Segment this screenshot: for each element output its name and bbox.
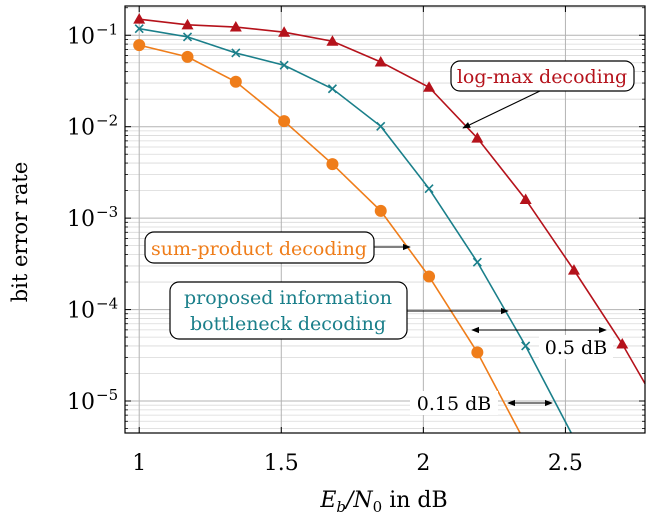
logmax-label: log-max decoding: [457, 66, 627, 88]
gap-small-label-bg: [410, 391, 498, 415]
x-axis-label-b: b: [336, 498, 346, 516]
marker-ib: [279, 60, 289, 70]
ticks: [125, 6, 645, 433]
series-layer: [133, 13, 646, 434]
x-tick-labels: 1 1.5 2 2.5: [132, 451, 583, 476]
plot-frame: [124, 5, 646, 434]
x-axis-label-unit: in dB: [382, 488, 447, 513]
series-sp: [133, 39, 521, 434]
y-tick-label: 10−2: [67, 112, 118, 141]
sp-label: sum-product decoding: [151, 238, 367, 260]
marker-logmax: [374, 55, 387, 67]
x-axis-label: Eb/N0 in dB: [319, 488, 447, 516]
marker-logmax: [471, 132, 484, 143]
marker-logmax: [133, 13, 146, 24]
ib-label-line1: proposed information: [184, 287, 392, 309]
marker-logmax: [181, 18, 194, 30]
marker-logmax: [326, 35, 339, 46]
y-tick-label: 10−1: [67, 20, 118, 49]
series-ib: [134, 24, 572, 434]
x-tick-label: 2.5: [548, 451, 583, 476]
ib-label-line2: bottleneck decoding: [190, 313, 386, 335]
marker-ib: [182, 32, 193, 42]
marker-logmax: [519, 193, 532, 204]
logmax-label-box: [450, 60, 635, 92]
x-axis-label-n: /N: [344, 488, 373, 513]
marker-sp: [133, 39, 146, 52]
marker-logmax: [567, 264, 580, 275]
y-tick-label: 10−5: [67, 386, 118, 415]
y-axis-label: bit error rate: [8, 162, 32, 303]
marker-logmax: [423, 81, 436, 92]
marker-ib: [134, 24, 144, 34]
marker-sp: [326, 158, 339, 171]
marker-sp: [278, 115, 291, 128]
logmax-pointer-arrow: [462, 90, 541, 129]
marker-sp: [229, 75, 242, 88]
marker-sp: [423, 270, 436, 283]
series-line-ib: [139, 27, 572, 434]
x-axis-label-e: E: [319, 488, 336, 513]
y-tick-labels: 10−1 10−2 10−3 10−4 10−5: [67, 20, 118, 415]
marker-logmax: [278, 26, 291, 37]
x-tick-label: 1.5: [264, 451, 299, 476]
marker-ib: [472, 257, 482, 267]
marker-ib: [424, 184, 434, 194]
marker-sp: [471, 346, 484, 359]
gap-small-label: 0.15 dB: [417, 393, 491, 415]
x-tick-label: 2: [416, 451, 430, 476]
marker-sp: [181, 50, 194, 63]
x-tick-label: 1: [132, 451, 146, 476]
marker-ib: [231, 48, 241, 58]
marker-logmax: [616, 338, 629, 349]
marker-ib: [376, 121, 386, 131]
y-tick-label: 10−3: [67, 203, 118, 232]
marker-logmax: [229, 21, 242, 32]
annotations: log-max decoding sum-product decoding pr…: [144, 60, 635, 415]
x-axis-label-zero: 0: [373, 498, 383, 516]
marker-ib: [521, 341, 531, 351]
marker-ib: [327, 84, 337, 94]
series-line-logmax: [139, 18, 646, 384]
gap-large-label: 0.5 dB: [545, 337, 607, 359]
gap-large-label-bg: [539, 335, 613, 359]
y-tick-label: 10−4: [67, 295, 118, 324]
marker-sp: [374, 204, 387, 217]
series-logmax: [133, 13, 646, 384]
